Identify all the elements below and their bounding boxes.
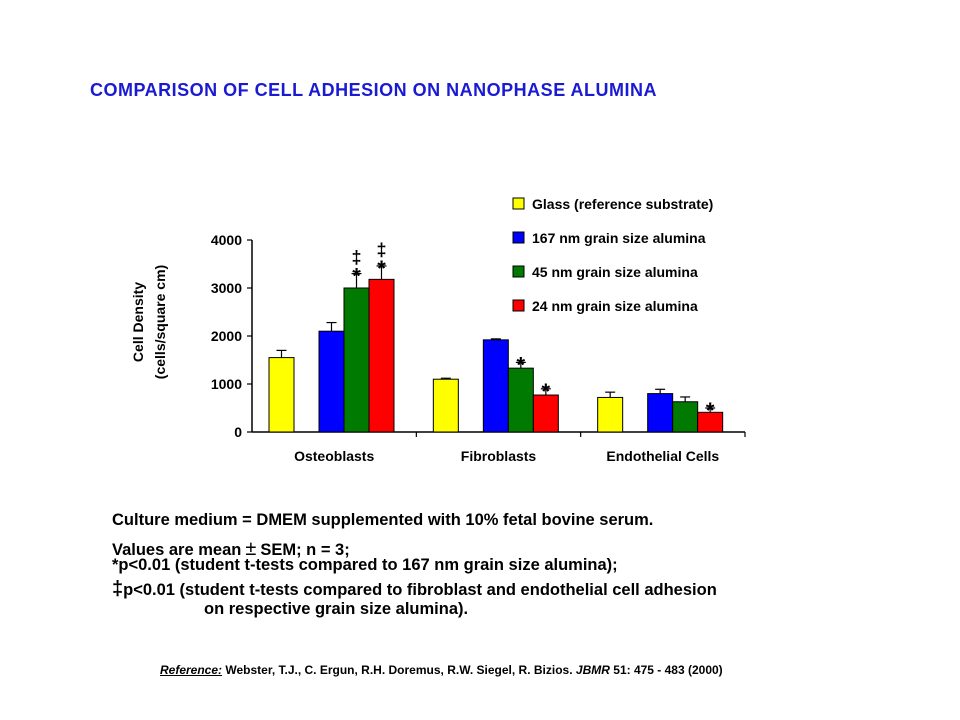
y-tick-label: 3000 bbox=[211, 280, 242, 296]
bar bbox=[343, 287, 370, 433]
reference-details: 51: 475 - 483 (2000) bbox=[613, 663, 723, 677]
significance-asterisk: * bbox=[542, 379, 551, 404]
double-dagger-symbol: ‡ bbox=[112, 578, 124, 600]
bar bbox=[597, 396, 624, 433]
note-values: Values are mean ± SEM; n = 3; bbox=[112, 539, 350, 559]
slide-title: COMPARISON OF CELL ADHESION ON NANOPHASE… bbox=[90, 80, 658, 100]
bar bbox=[532, 394, 559, 433]
plus-minus-symbol: ± bbox=[245, 538, 257, 560]
legend-swatch bbox=[512, 265, 525, 278]
note-values-text: Values are mean bbox=[112, 541, 242, 559]
y-tick-label: 4000 bbox=[211, 232, 242, 248]
chart-bars: *‡ *‡*** bbox=[268, 240, 724, 433]
legend-swatch bbox=[512, 231, 525, 244]
bar bbox=[672, 401, 699, 433]
legend-swatch bbox=[512, 299, 525, 312]
legend-label: 45 nm grain size alumina bbox=[532, 264, 698, 280]
significance-asterisk: * bbox=[706, 398, 715, 423]
reference-citation: Reference: Webster, T.J., C. Ergun, R.H.… bbox=[160, 663, 723, 677]
note-values-sem: SEM; n = 3; bbox=[260, 541, 350, 559]
bar bbox=[482, 339, 509, 433]
x-category-label: Osteoblasts bbox=[294, 448, 374, 464]
significance-asterisk: * bbox=[377, 256, 386, 281]
bar bbox=[268, 357, 295, 433]
significance-asterisk: * bbox=[352, 264, 361, 289]
bar bbox=[318, 330, 345, 433]
reference-journal: JBMR bbox=[575, 663, 610, 677]
y-axis-label-line1: Cell Density bbox=[130, 282, 146, 362]
significance-double-dagger: ‡ bbox=[376, 240, 386, 260]
legend-label: 167 nm grain size alumina bbox=[532, 230, 706, 246]
note-culture-medium: Culture medium = DMEM supplemented with … bbox=[112, 511, 654, 529]
note-asterisk: *p<0.01 (student t-tests compared to 167… bbox=[112, 556, 618, 574]
y-tick-label: 0 bbox=[234, 424, 242, 440]
note-double-dagger-text: p<0.01 (student t-tests compared to fibr… bbox=[123, 581, 717, 599]
legend-label: Glass (reference substrate) bbox=[532, 196, 713, 212]
y-tick-label: 2000 bbox=[211, 328, 242, 344]
reference-label: Reference: bbox=[160, 663, 223, 677]
bar bbox=[432, 378, 459, 433]
bar bbox=[507, 367, 534, 433]
note-double-dagger: ‡p<0.01 (student t-tests compared to fib… bbox=[112, 579, 717, 599]
y-tick-label: 1000 bbox=[211, 376, 242, 392]
note-double-dagger-cont: on respective grain size alumina). bbox=[204, 600, 469, 618]
significance-double-dagger: ‡ bbox=[351, 248, 361, 268]
x-category-label: Endothelial Cells bbox=[606, 448, 719, 464]
bar bbox=[368, 278, 395, 433]
y-axis-label-line2: (cells/square cm) bbox=[152, 265, 168, 379]
bar bbox=[647, 393, 674, 433]
legend-label: 24 nm grain size alumina bbox=[532, 298, 698, 314]
legend-swatch bbox=[512, 197, 525, 210]
reference-authors: Webster, T.J., C. Ergun, R.H. Doremus, R… bbox=[225, 663, 573, 677]
chart-legend: Glass (reference substrate) 167 nm grain … bbox=[512, 196, 713, 314]
x-category-label: Fibroblasts bbox=[461, 448, 537, 464]
significance-asterisk: * bbox=[517, 352, 526, 377]
